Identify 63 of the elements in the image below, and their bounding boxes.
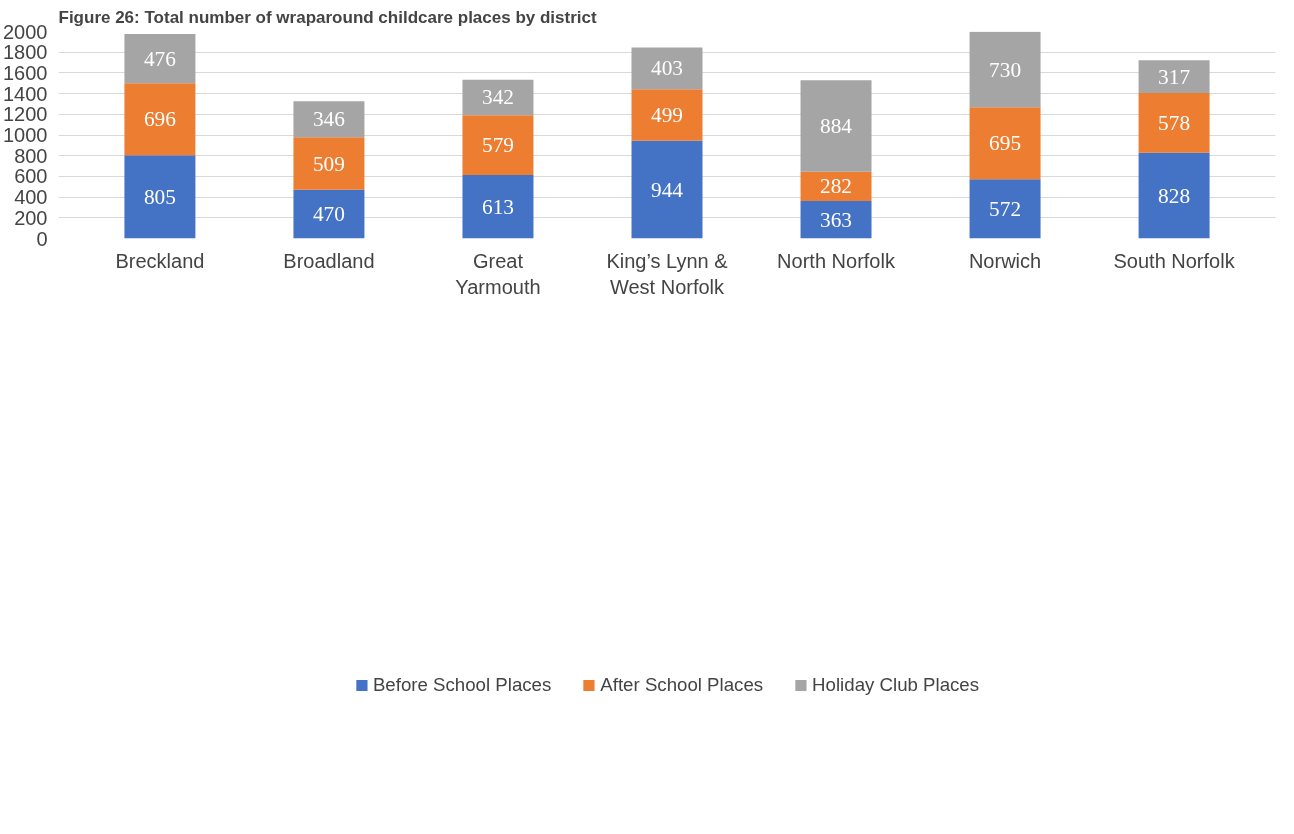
bar — [462, 79, 534, 116]
bar — [462, 115, 534, 176]
legend-label: Holiday Club Places — [812, 673, 980, 696]
y-tick-label: 200 — [14, 206, 48, 229]
chart-title: Figure 26: Total number of wraparound childcare places by district — [58, 7, 597, 27]
data-label: 805 — [143, 184, 176, 209]
y-tick-label: 1800 — [3, 41, 48, 64]
data-label: 828 — [1158, 183, 1191, 208]
bar — [1138, 152, 1210, 239]
data-label: 944 — [651, 177, 684, 202]
bar — [462, 175, 534, 239]
bar — [293, 137, 365, 190]
data-label: 317 — [1158, 64, 1191, 89]
data-label: 346 — [312, 107, 346, 132]
bar — [631, 140, 703, 239]
y-tick-label: 1400 — [3, 82, 48, 105]
data-label: 282 — [820, 174, 853, 199]
data-label: 470 — [312, 202, 345, 227]
legend-label: After School Places — [600, 673, 764, 696]
y-tick-label: 600 — [14, 165, 48, 188]
x-tick-label: Norwich — [968, 249, 1042, 272]
y-tick-label: 2000 — [3, 20, 48, 43]
y-tick-label: 0 — [36, 227, 48, 250]
data-label: 363 — [820, 207, 853, 232]
bar — [1138, 60, 1210, 93]
x-tick-label: South Norfolk — [1113, 249, 1236, 272]
bar — [969, 31, 1041, 108]
x-tick-label: Breckland — [115, 249, 205, 272]
bar — [969, 107, 1041, 180]
bar — [124, 83, 196, 156]
bar — [969, 179, 1041, 239]
bar — [293, 189, 365, 239]
x-tick-label: Great Yarmouth — [455, 249, 541, 298]
data-label: 476 — [143, 46, 177, 71]
y-tick-label: 1200 — [3, 103, 48, 126]
data-label: 730 — [989, 57, 1022, 82]
data-label: 696 — [143, 107, 177, 132]
y-tick-label: 400 — [14, 186, 48, 209]
data-label: 884 — [820, 114, 853, 138]
y-tick-label: 1600 — [3, 61, 48, 84]
data-label: 403 — [651, 56, 683, 81]
data-label: 579 — [481, 133, 514, 158]
bar — [124, 155, 196, 239]
bar — [800, 80, 872, 172]
bar — [631, 47, 703, 90]
data-label: 342 — [481, 85, 514, 110]
data-label: 695 — [989, 131, 1022, 156]
data-label: 613 — [481, 194, 514, 219]
x-tick-label: Broadland — [283, 249, 375, 272]
data-label: 509 — [312, 151, 345, 176]
data-label: 578 — [1158, 110, 1191, 135]
bar — [124, 33, 196, 84]
data-label: 572 — [989, 196, 1022, 221]
legend-label: Before School Places — [372, 673, 552, 696]
bar — [800, 200, 872, 239]
bar — [1138, 92, 1210, 153]
y-tick-label: 1000 — [3, 124, 48, 146]
bar — [293, 101, 365, 138]
data-label: 499 — [651, 102, 683, 127]
bar — [631, 89, 703, 141]
x-tick-label: North Norfolk — [777, 249, 896, 272]
x-tick-label: King’s Lynn & West Norfolk — [606, 249, 729, 298]
y-tick-label: 800 — [14, 144, 48, 167]
